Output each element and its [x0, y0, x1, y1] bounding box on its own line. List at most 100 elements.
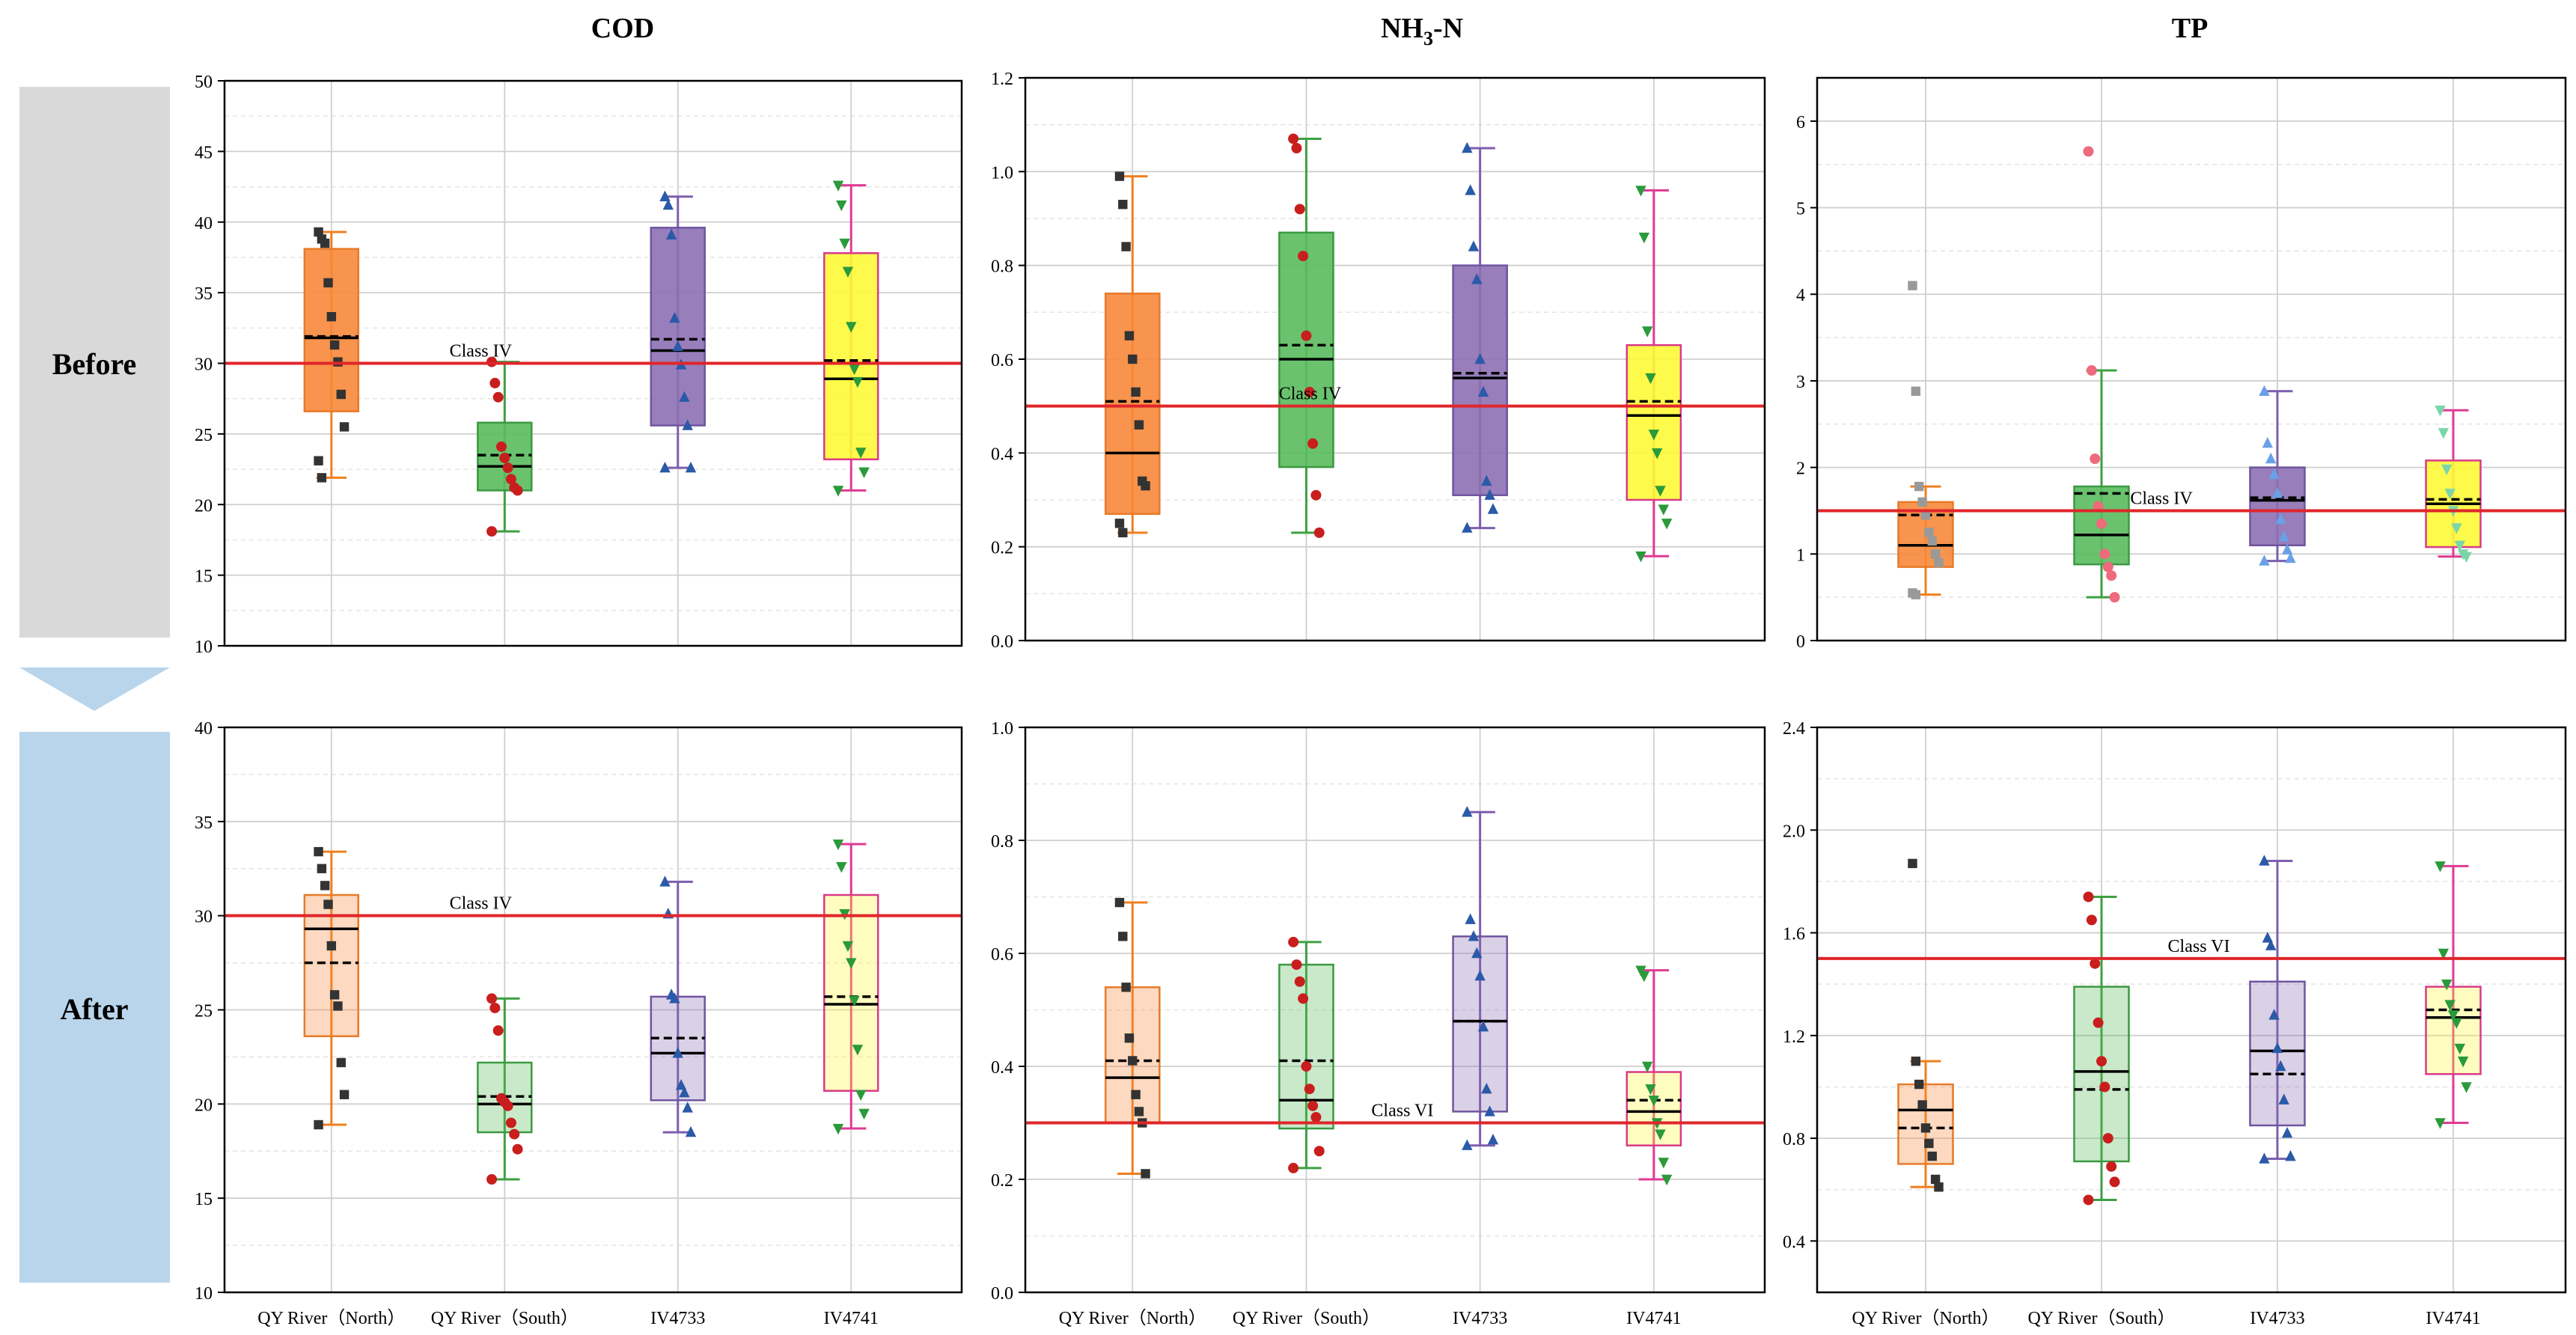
y-tick-label: 1.2	[1783, 1027, 1805, 1047]
data-point	[1911, 386, 1921, 397]
data-point	[495, 441, 507, 452]
data-point	[489, 1002, 501, 1013]
data-point	[2285, 1149, 2296, 1161]
data-point	[832, 1123, 844, 1135]
y-tick-label: 20	[195, 496, 213, 516]
data-point	[665, 228, 677, 239]
data-point	[685, 1125, 697, 1137]
reference-label: Class IV	[2130, 489, 2193, 508]
data-point	[1465, 184, 1476, 195]
iqr-box	[650, 995, 706, 1102]
data-point	[2268, 468, 2280, 480]
data-point	[1118, 528, 1128, 538]
data-point	[662, 198, 674, 210]
data-point	[1914, 481, 1924, 492]
data-point	[1911, 590, 1921, 599]
x-tick-label: QY River（North）	[257, 1309, 405, 1328]
data-point	[2106, 1161, 2117, 1172]
y-tick-label: 0.8	[991, 257, 1013, 277]
data-point	[336, 1057, 346, 1068]
data-point	[2259, 1152, 2270, 1164]
y-tick-label: 0	[1796, 632, 1805, 652]
data-point	[849, 995, 860, 1007]
data-point	[842, 941, 854, 953]
box-iv4741	[2425, 861, 2482, 1129]
data-point	[320, 881, 330, 890]
data-point	[2102, 561, 2113, 572]
data-point	[1288, 1162, 1299, 1173]
data-point	[2099, 549, 2110, 560]
data-point	[1141, 1169, 1150, 1179]
data-point	[2090, 453, 2101, 465]
data-point	[326, 941, 337, 951]
data-point	[1655, 1129, 1666, 1140]
data-point	[2109, 592, 2120, 603]
y-tick-label: 0.2	[991, 539, 1013, 558]
data-point	[1462, 1139, 1473, 1150]
y-tick-label: 0.8	[1783, 1130, 1805, 1149]
data-point	[314, 227, 323, 237]
data-point	[339, 1090, 350, 1099]
reference-label: Class IV	[450, 894, 513, 914]
iqr-box	[1278, 963, 1334, 1130]
iqr-box	[1104, 986, 1161, 1124]
data-point	[2090, 958, 2101, 969]
data-point	[1638, 232, 1650, 244]
iqr-box	[2249, 980, 2306, 1127]
data-point	[1128, 354, 1138, 364]
y-tick-label: 0.4	[1783, 1232, 1805, 1252]
data-point	[1648, 1096, 1659, 1107]
box-qy-south	[1278, 936, 1334, 1173]
data-point	[1114, 171, 1125, 181]
data-point	[1481, 474, 1492, 486]
data-point	[2285, 552, 2296, 563]
data-point	[1124, 331, 1135, 340]
x-tick-label: QY River（South）	[431, 1309, 579, 1328]
data-point	[333, 1001, 343, 1011]
box-iv4741	[2425, 406, 2482, 563]
data-point	[672, 1047, 683, 1058]
box-qy-north	[1897, 281, 1954, 599]
panel-nh3n-before: 0.0 0.2 0.4 0.6 0.8 1.0 1.2 Class IV	[991, 70, 1766, 652]
data-point	[2262, 437, 2274, 448]
box-iv4733	[2249, 855, 2306, 1164]
data-point	[1462, 141, 1473, 153]
data-point	[314, 1119, 323, 1130]
data-point	[502, 462, 513, 474]
plot-frame	[1816, 726, 2567, 1294]
y-tick-label: 35	[195, 284, 213, 304]
data-point	[1474, 970, 1486, 981]
data-point	[1917, 497, 1927, 507]
data-point	[1310, 489, 1322, 501]
x-tick-label: IV4741	[824, 1309, 879, 1328]
data-point	[2106, 570, 2117, 581]
row-label-before: Before	[52, 347, 137, 381]
data-point	[1288, 936, 1299, 947]
data-point	[2281, 543, 2293, 555]
x-tick-label: IV4733	[650, 1309, 705, 1328]
data-point	[1291, 959, 1302, 971]
data-point	[682, 1102, 693, 1113]
panel-tp-after: 0.4 0.8 1.2 1.6 2.0 2.4 Class VI QY River（North…	[1783, 719, 2567, 1328]
data-point	[2086, 365, 2097, 376]
data-point	[846, 958, 857, 969]
data-point	[1310, 1111, 1322, 1122]
data-point	[2451, 523, 2462, 534]
data-point	[1468, 240, 1480, 251]
data-point	[1908, 281, 1917, 290]
box-iv4733	[2249, 385, 2306, 566]
data-point	[2441, 464, 2453, 476]
data-point	[679, 1087, 690, 1098]
y-tick-label: 2.4	[1783, 719, 1805, 739]
data-point	[1908, 858, 1917, 869]
data-point	[492, 391, 504, 403]
data-point	[2275, 1060, 2286, 1072]
data-point	[2461, 1082, 2472, 1093]
data-point	[2438, 948, 2450, 960]
data-point	[317, 473, 327, 483]
data-point	[1118, 200, 1128, 210]
data-point	[849, 364, 860, 376]
data-point	[1471, 273, 1483, 284]
nh3n-title-suffix: -N	[1433, 13, 1463, 44]
data-point	[1635, 965, 1646, 977]
